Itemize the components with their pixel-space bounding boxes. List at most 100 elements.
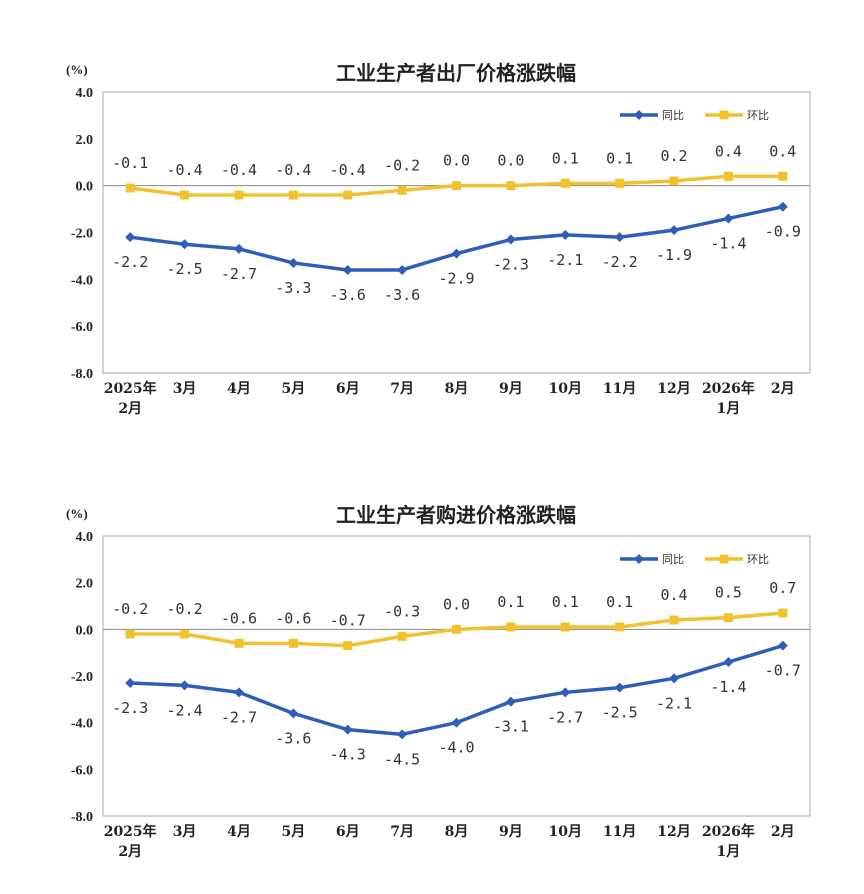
data-point-yoy: [560, 229, 571, 240]
x-tick-line: 2月: [118, 401, 142, 417]
data-label: -2.1: [656, 694, 692, 712]
data-label: -1.4: [710, 234, 746, 252]
y-tick-label: 2.0: [76, 577, 94, 592]
data-point-mom: [288, 638, 298, 648]
data-label: -2.5: [602, 704, 638, 722]
data-label: -2.2: [112, 253, 148, 271]
y-tick-label: -8.0: [71, 810, 93, 825]
data-label: -4.3: [330, 746, 366, 764]
data-label: 0.2: [660, 147, 687, 165]
x-tick-line: 12月: [657, 824, 690, 840]
x-tick-line: 6月: [336, 824, 360, 840]
x-tick-label: 9月: [499, 824, 523, 840]
data-point-yoy: [560, 687, 571, 698]
x-tick-line: 8月: [445, 824, 469, 840]
x-tick-label: 10月: [549, 824, 582, 840]
data-point-yoy: [614, 232, 625, 243]
data-label: -0.7: [330, 612, 366, 630]
data-label: -0.4: [275, 161, 311, 179]
data-point-yoy: [614, 682, 625, 693]
data-label: -4.5: [384, 750, 420, 768]
data-label: 0.4: [660, 586, 687, 604]
legend-label: 环比: [747, 553, 769, 566]
data-point-yoy: [125, 232, 136, 243]
x-tick-line: 2026年: [702, 380, 755, 397]
data-point-mom: [723, 171, 733, 181]
legend-marker-diamond: [634, 554, 644, 564]
y-tick-label: -6.0: [71, 320, 93, 335]
data-point-mom: [397, 631, 407, 641]
x-tick-label: 4月: [227, 381, 251, 397]
y-tick-label: -2.0: [71, 227, 93, 242]
legend-label: 同比: [662, 109, 684, 122]
data-point-mom: [234, 190, 244, 200]
y-tick-label: -6.0: [71, 763, 93, 778]
data-point-mom: [615, 178, 625, 188]
data-point-mom: [778, 608, 788, 618]
data-label: -0.2: [167, 600, 203, 618]
x-tick-line: 2月: [771, 381, 795, 397]
data-label: -2.5: [167, 260, 203, 278]
x-tick-line: 2月: [771, 824, 795, 840]
y-tick-label: -8.0: [71, 367, 93, 382]
data-point-yoy: [233, 243, 244, 254]
data-point-yoy: [342, 724, 353, 735]
data-label: 0.1: [606, 593, 633, 611]
data-label: -2.7: [547, 708, 583, 726]
data-point-yoy: [505, 696, 516, 707]
x-tick-line: 2026年: [702, 823, 755, 840]
x-tick-line: 1月: [717, 844, 741, 860]
x-tick-line: 3月: [173, 381, 197, 397]
data-point-mom: [669, 615, 679, 625]
data-label: -1.4: [710, 678, 746, 696]
data-label: -2.9: [438, 270, 474, 288]
data-point-yoy: [777, 201, 788, 212]
x-tick-line: 6月: [336, 381, 360, 397]
x-tick-label: 3月: [173, 381, 197, 397]
x-tick-label: 12月: [657, 381, 690, 397]
data-label: -3.1: [493, 718, 529, 736]
data-point-yoy: [288, 257, 299, 268]
data-point-mom: [288, 190, 298, 200]
x-tick-line: 12月: [657, 381, 690, 397]
x-tick-label: 11月: [603, 824, 636, 840]
chart-panel-2: 工业生产者购进价格涨跌幅 (%) 4.0 2.0 0.0 -2.0 -4.0 -6.0 -8.0…: [66, 503, 811, 860]
data-label: -3.6: [384, 286, 420, 304]
chart-panel-1: 工业生产者出厂价格涨跌幅 (%) 4.0 2.0 0.0 -2.0 -4.0 -6.0 -8.0…: [66, 61, 811, 417]
data-label: -3.6: [275, 729, 311, 747]
y-tick-label: -4.0: [71, 273, 93, 288]
x-tick-line: 9月: [499, 824, 523, 840]
data-point-mom: [452, 624, 461, 634]
data-point-mom: [778, 171, 788, 181]
x-tick-line: 3月: [173, 824, 197, 840]
x-tick-line: 10月: [549, 824, 582, 840]
x-tick-label: 12月: [657, 824, 690, 840]
data-label: -0.3: [384, 602, 420, 620]
data-point-mom: [125, 629, 135, 639]
x-tick-label: 7月: [390, 824, 414, 840]
data-point-mom: [506, 622, 516, 632]
x-tick-line: 1月: [717, 401, 741, 417]
data-label: 0.1: [497, 593, 524, 611]
y-tick-label: 2.0: [76, 133, 94, 148]
data-point-yoy: [233, 687, 244, 698]
x-tick-label: 5月: [281, 381, 305, 397]
y-tick-label: -2.0: [71, 670, 93, 685]
data-label: 0.4: [769, 142, 796, 160]
data-label: -0.6: [221, 609, 257, 627]
data-label: -0.7: [765, 662, 801, 680]
y-tick-label: 4.0: [76, 86, 94, 101]
x-tick-line: 2月: [118, 844, 142, 860]
data-label: 0.0: [497, 152, 524, 170]
data-label: -1.9: [656, 246, 692, 264]
x-tick-line: 5月: [281, 381, 305, 397]
data-label: 0.7: [769, 579, 796, 597]
data-point-mom: [343, 190, 353, 200]
x-tick-line: 7月: [390, 824, 414, 840]
data-point-mom: [452, 181, 461, 191]
data-label: -2.7: [221, 708, 257, 726]
legend-marker-square: [719, 110, 729, 120]
data-point-mom: [180, 629, 190, 639]
data-label: -2.7: [221, 265, 257, 283]
x-tick-line: 7月: [390, 381, 414, 397]
